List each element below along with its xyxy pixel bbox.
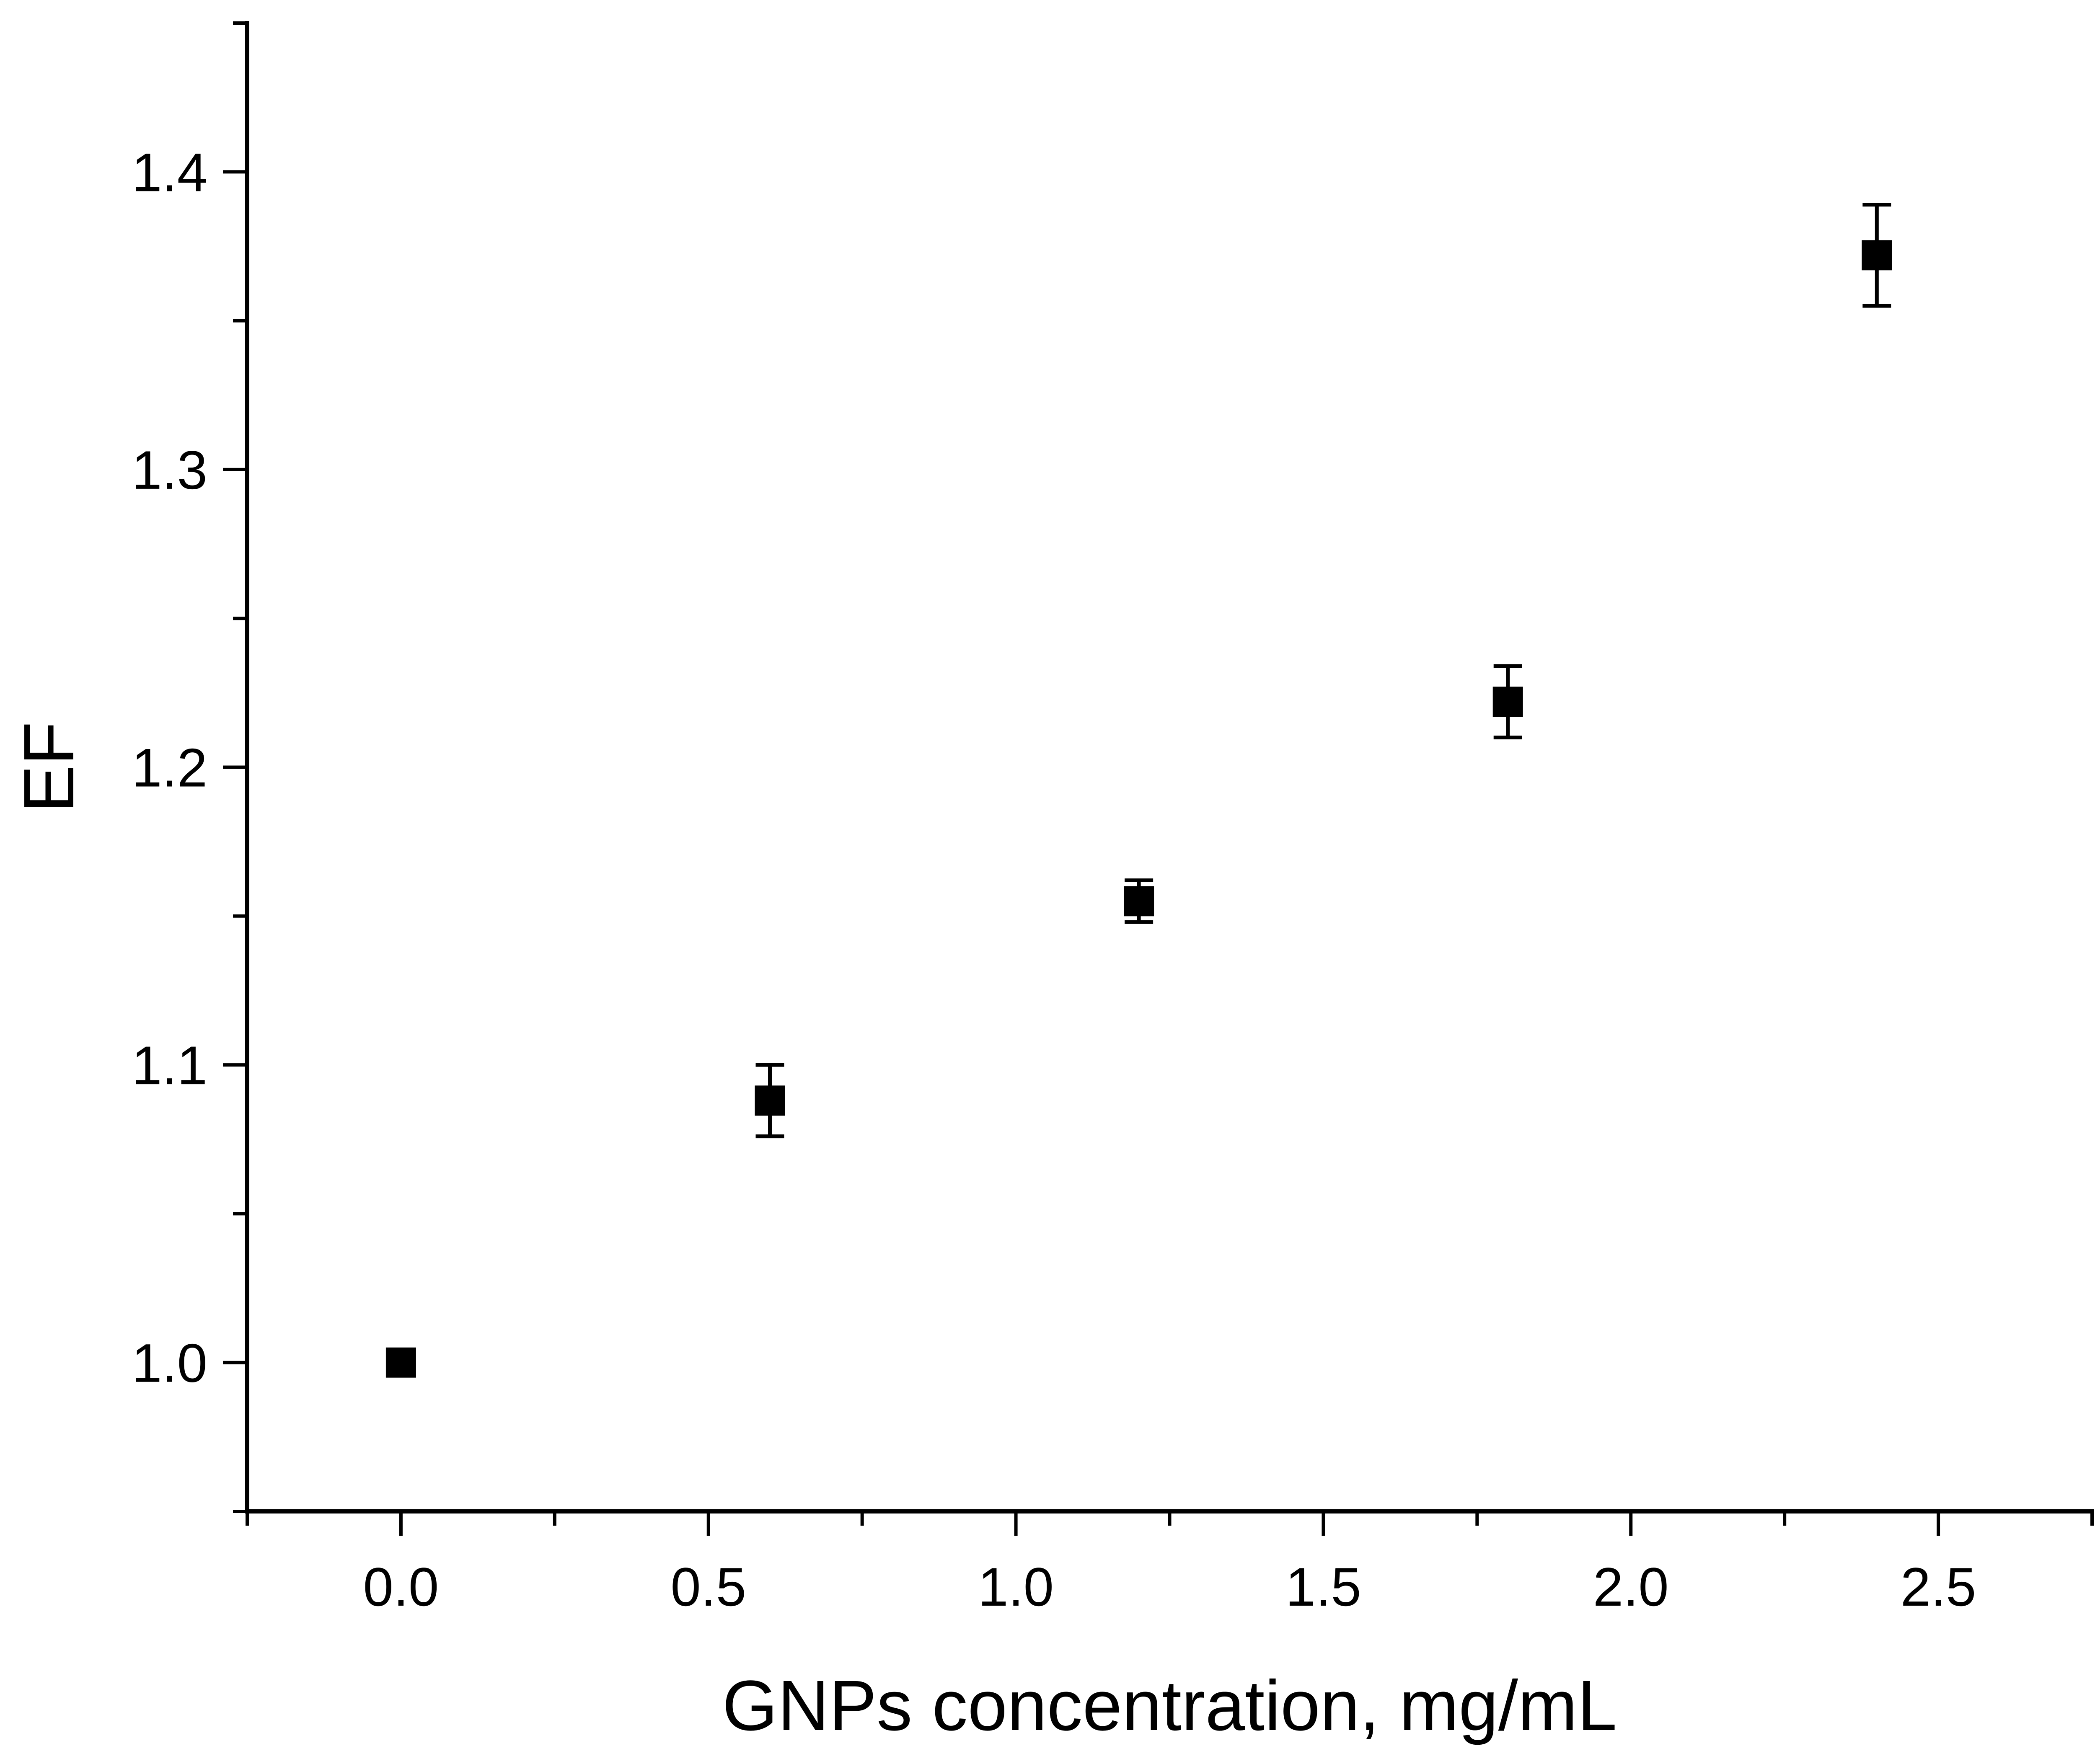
x-tick-label: 0.5 [670,1556,746,1617]
square-marker [385,1347,416,1378]
square-marker [1862,240,1892,271]
data-point [755,1063,785,1139]
data-points [385,202,1892,1378]
square-marker [1124,886,1154,917]
square-marker [1492,687,1523,717]
y-tick-label: 1.4 [132,142,207,203]
data-point [1492,664,1523,739]
x-tick-label: 0.0 [363,1556,439,1617]
y-axis-title: EF [9,722,89,813]
x-tick-label: 1.5 [1285,1556,1361,1617]
x-axis-title: GNPs concentration, mg/mL [722,1666,1617,1746]
x-tick-label: 1.0 [978,1556,1054,1617]
data-point [385,1347,416,1378]
x-tick-label: 2.0 [1593,1556,1669,1617]
axes [245,21,2094,1513]
y-tick-label: 1.3 [132,439,207,501]
y-tick-label: 1.2 [132,737,207,798]
data-point [1862,202,1892,308]
square-marker [755,1085,785,1116]
data-point [1124,878,1154,924]
y-axis-ticks: 1.0 1.1 1.2 1.3 1.4 [132,21,247,1513]
x-axis-ticks: 0.0 0.5 1.0 1.5 2.0 2.5 [246,1511,2094,1617]
x-tick-label: 2.5 [1901,1556,1976,1617]
y-tick-label: 1.0 [132,1333,207,1394]
y-tick-label: 1.1 [132,1035,207,1096]
